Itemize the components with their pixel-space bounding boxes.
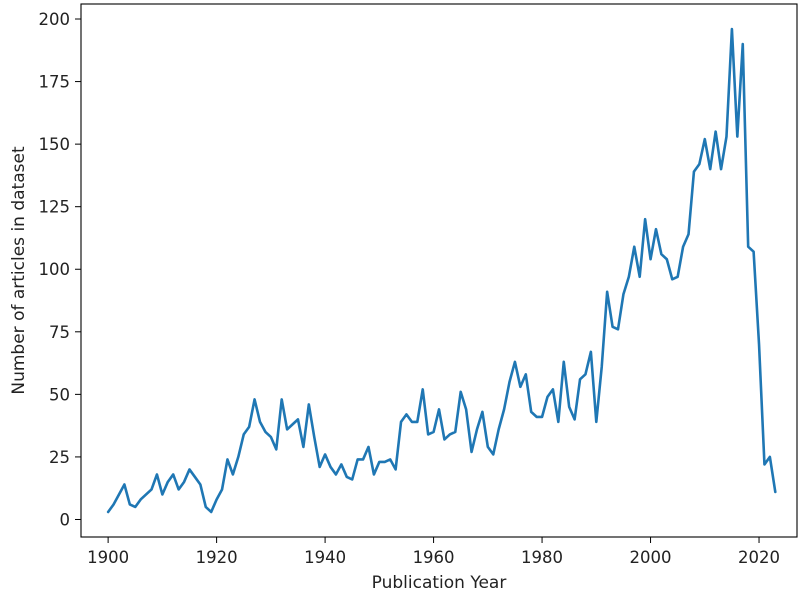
- y-tick-label: 175: [39, 73, 71, 92]
- x-axis-title: Publication Year: [372, 573, 507, 593]
- plot-area-frame: [80, 3, 798, 538]
- y-tick-label: 100: [39, 260, 71, 279]
- y-tick-label: 25: [49, 448, 70, 467]
- y-tick-label: 50: [49, 385, 70, 404]
- series-line: [106, 27, 777, 514]
- x-tick-label: 1900: [87, 548, 129, 567]
- x-tick-label: 1920: [196, 548, 238, 567]
- x-tick-label: 1940: [304, 548, 346, 567]
- y-axis-ticks: 0 25 50 75 100 125 150 175 200: [39, 10, 81, 529]
- x-tick-label: 1980: [521, 548, 563, 567]
- y-tick-label: 75: [49, 323, 70, 342]
- y-tick-label: 150: [39, 135, 71, 154]
- x-tick-label: 2000: [630, 548, 672, 567]
- y-tick-label: 200: [39, 10, 71, 29]
- y-tick-label: 0: [60, 510, 71, 529]
- y-tick-label: 125: [39, 198, 71, 217]
- x-tick-label: 2020: [738, 548, 780, 567]
- x-tick-label: 1960: [413, 548, 455, 567]
- y-axis-title: Number of articles in dataset: [9, 146, 29, 395]
- x-axis-ticks: 1900 1920 1940 1960 1980 2000 2020: [87, 537, 780, 567]
